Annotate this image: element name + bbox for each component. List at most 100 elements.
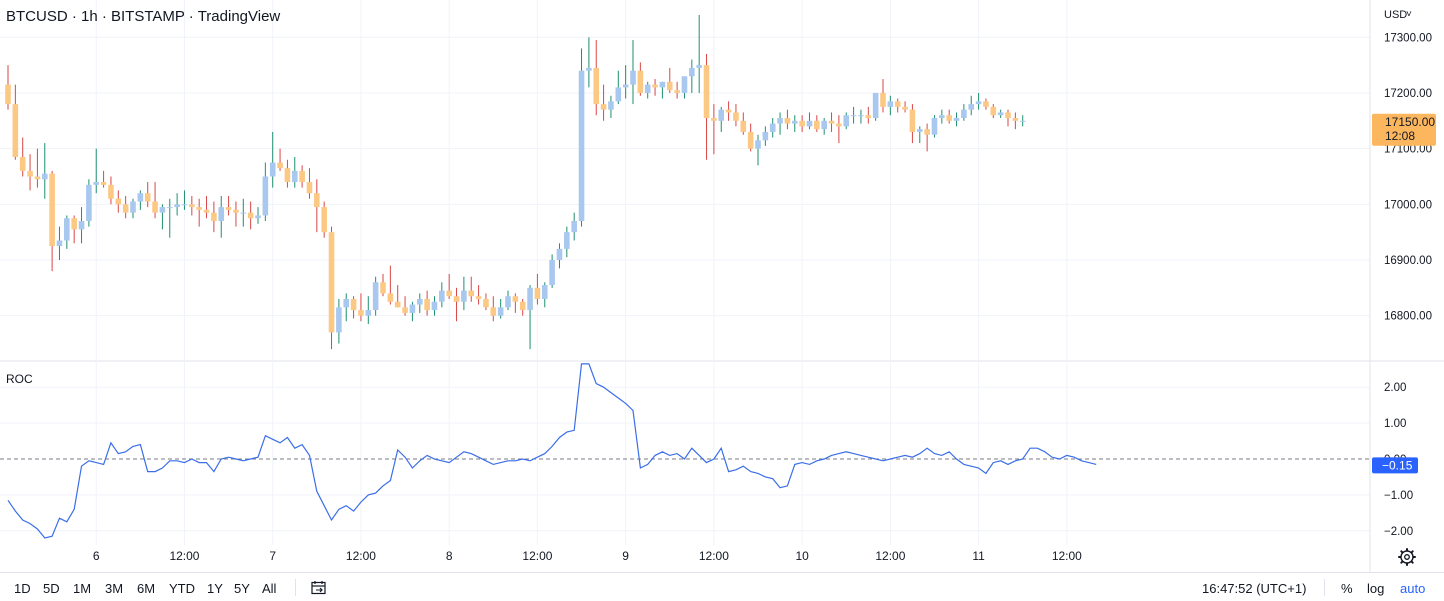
x-tick-label: 11	[972, 549, 985, 563]
candle-body	[189, 204, 195, 208]
candle-body	[534, 287, 541, 299]
candle-body	[240, 212, 247, 214]
log-toggle[interactable]: log	[1367, 581, 1385, 596]
candle	[946, 109, 952, 124]
gear-icon[interactable]	[1398, 548, 1416, 566]
candle	[269, 131, 276, 188]
candle-body	[144, 193, 151, 202]
candle	[1019, 115, 1026, 127]
candle-body	[314, 193, 320, 208]
candle	[78, 207, 85, 244]
candle	[255, 207, 261, 224]
range-1d-button[interactable]: 1D	[14, 581, 31, 596]
candle	[887, 95, 894, 116]
candle-body	[821, 120, 827, 130]
roc-tag-background	[1372, 457, 1418, 474]
roc-label[interactable]: ROC	[6, 372, 33, 386]
axis-labels: 6 12:00 7 12:00 8 12:00 9 12:00 10 12:00 11 12:00 16…	[93, 32, 1432, 563]
candle-body	[137, 193, 144, 202]
range-1y-button[interactable]: 1Y	[207, 581, 223, 596]
percent-toggle[interactable]: %	[1341, 581, 1353, 596]
candle-body	[372, 282, 379, 311]
candle-body	[916, 129, 923, 132]
candle	[637, 62, 644, 96]
candle-body	[549, 260, 555, 286]
candle-body	[78, 221, 85, 230]
currency-label[interactable]: USD	[1384, 9, 1407, 21]
candle-body	[747, 131, 754, 149]
candle-body	[894, 101, 901, 107]
candle-body	[115, 198, 122, 205]
clock-display[interactable]: 16:47:52 (UTC+1)	[1202, 581, 1307, 596]
candle	[291, 156, 298, 188]
range-6m-button[interactable]: 6M	[137, 581, 156, 596]
price-tag: 17150.00 12:08	[1372, 113, 1436, 146]
candle	[497, 298, 504, 319]
candle	[372, 276, 379, 316]
candle-body	[652, 84, 658, 88]
calendar-range-icon-glyph	[311, 581, 326, 595]
bottom-toolbar: 1D 5D 1M 3M 6M YTD 1Y 5Y All 16:47:52 (U…	[0, 572, 1444, 601]
candle-body	[880, 92, 886, 107]
candle	[865, 106, 872, 124]
candle-body	[769, 123, 776, 132]
candle-body	[196, 207, 202, 210]
candle	[93, 148, 100, 194]
candle-body	[211, 212, 217, 222]
candlestick-series	[5, 15, 1026, 350]
range-5d-button[interactable]: 5D	[43, 581, 60, 596]
candle-body	[608, 101, 614, 110]
candle-body	[218, 207, 225, 222]
chart-title: BTCUSD · 1h · BITSTAMP · TradingView	[6, 8, 280, 25]
candle	[924, 123, 930, 152]
candle-body	[850, 115, 857, 117]
candle-body	[19, 156, 26, 171]
candle-body	[49, 173, 55, 247]
range-5y-button[interactable]: 5Y	[234, 581, 250, 596]
chevron-down-icon[interactable]: ˅	[1406, 9, 1412, 20]
candle-body	[71, 218, 77, 230]
candle	[5, 65, 11, 110]
candle	[762, 126, 769, 146]
x-tick-label: 10	[795, 549, 809, 563]
candle-body	[784, 118, 791, 124]
candle-body	[939, 115, 945, 119]
candle-body	[541, 285, 548, 299]
candle-body	[615, 87, 622, 102]
candle	[387, 265, 394, 305]
candle	[41, 143, 48, 199]
candle	[365, 296, 372, 325]
price-tag-value: 17150.00	[1385, 115, 1435, 129]
candle	[166, 198, 173, 238]
candle-body	[733, 112, 739, 121]
candle-body	[100, 182, 107, 185]
roc-series	[7, 363, 1097, 539]
candle	[747, 123, 754, 152]
range-1m-button[interactable]: 1M	[73, 581, 92, 596]
range-3m-button[interactable]: 3M	[105, 581, 124, 596]
chart-area[interactable]: 6 12:00 7 12:00 8 12:00 9 12:00 10 12:00 11 12:00 16…	[0, 0, 1444, 572]
candle	[490, 296, 497, 322]
calendar-range-icon[interactable]	[310, 580, 328, 601]
candle-body	[475, 296, 482, 299]
candle-body	[247, 212, 254, 219]
roc-tag: −0.15	[1372, 457, 1418, 474]
candle	[203, 195, 210, 219]
x-tick-label: 6	[93, 549, 100, 563]
candle	[769, 118, 776, 138]
candle-body	[527, 287, 533, 311]
x-tick-label: 8	[446, 549, 453, 563]
candle	[806, 112, 813, 130]
candle	[799, 115, 805, 132]
auto-toggle[interactable]: auto	[1400, 581, 1426, 596]
candle	[461, 276, 467, 311]
candle	[608, 95, 614, 119]
candle	[593, 40, 600, 116]
candle	[159, 204, 166, 230]
range-all-button[interactable]: All	[262, 581, 277, 596]
candle	[541, 282, 548, 308]
candle-body	[108, 184, 114, 199]
candle	[431, 296, 438, 316]
range-ytd-button[interactable]: YTD	[169, 581, 195, 596]
candle	[402, 296, 408, 316]
